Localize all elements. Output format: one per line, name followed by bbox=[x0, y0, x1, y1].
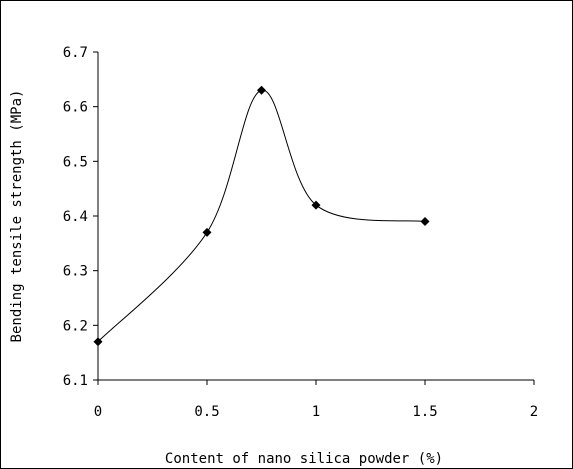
y-tick-label: 6.1 bbox=[63, 373, 88, 389]
y-tick-label: 6.6 bbox=[63, 100, 88, 116]
data-point-marker bbox=[93, 337, 103, 347]
y-tick-label: 6.5 bbox=[63, 154, 88, 170]
data-markers bbox=[93, 85, 430, 347]
y-ticks: 6.1 6.2 6.3 6.4 6.5 6.6 6.7 bbox=[63, 45, 98, 389]
y-tick-label: 6.7 bbox=[63, 45, 88, 61]
x-tick-label: 1.5 bbox=[412, 404, 437, 420]
x-ticks: 0 0.5 1 1.5 2 bbox=[94, 380, 538, 420]
x-tick-label: 1 bbox=[312, 404, 320, 420]
y-tick-label: 6.4 bbox=[63, 209, 88, 225]
data-point-marker bbox=[257, 85, 266, 95]
x-axis-title: Content of nano silica powder (%) bbox=[165, 451, 443, 467]
series-line bbox=[97, 89, 426, 343]
axes bbox=[97, 52, 534, 381]
y-tick-label: 6.3 bbox=[63, 264, 88, 280]
data-point-marker bbox=[202, 227, 212, 237]
x-tick-label: 2 bbox=[530, 404, 538, 420]
data-point-marker bbox=[420, 216, 430, 226]
y-tick-label: 6.2 bbox=[63, 318, 88, 334]
y-axis-title: Bending tensile strength (MPa) bbox=[9, 90, 25, 343]
x-tick-label: 0 bbox=[94, 404, 102, 420]
data-point-marker bbox=[311, 200, 321, 210]
x-tick-label: 0.5 bbox=[194, 404, 219, 420]
